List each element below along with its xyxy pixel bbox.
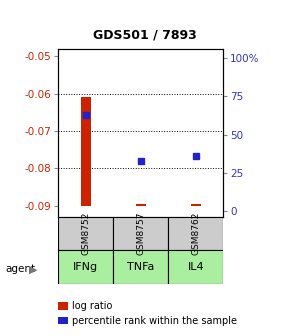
Bar: [81, 97, 90, 206]
Text: GDS501 / 7893: GDS501 / 7893: [93, 29, 197, 42]
Text: agent: agent: [6, 264, 36, 275]
Bar: [58, 317, 68, 324]
Bar: [113, 250, 168, 284]
Bar: [58, 302, 68, 310]
Bar: [136, 204, 146, 206]
Bar: [58, 250, 113, 284]
Text: GSM8757: GSM8757: [136, 212, 145, 255]
Text: TNFa: TNFa: [127, 262, 154, 272]
Bar: [113, 217, 168, 250]
Bar: [191, 204, 201, 206]
Bar: [58, 217, 113, 250]
Text: ▶: ▶: [29, 264, 38, 275]
Text: GSM8762: GSM8762: [191, 212, 200, 255]
Text: IFNg: IFNg: [73, 262, 98, 272]
Text: log ratio: log ratio: [72, 301, 113, 311]
Text: GSM8752: GSM8752: [81, 212, 90, 255]
Bar: [168, 217, 223, 250]
Bar: [168, 250, 223, 284]
Text: percentile rank within the sample: percentile rank within the sample: [72, 316, 237, 326]
Text: IL4: IL4: [187, 262, 204, 272]
